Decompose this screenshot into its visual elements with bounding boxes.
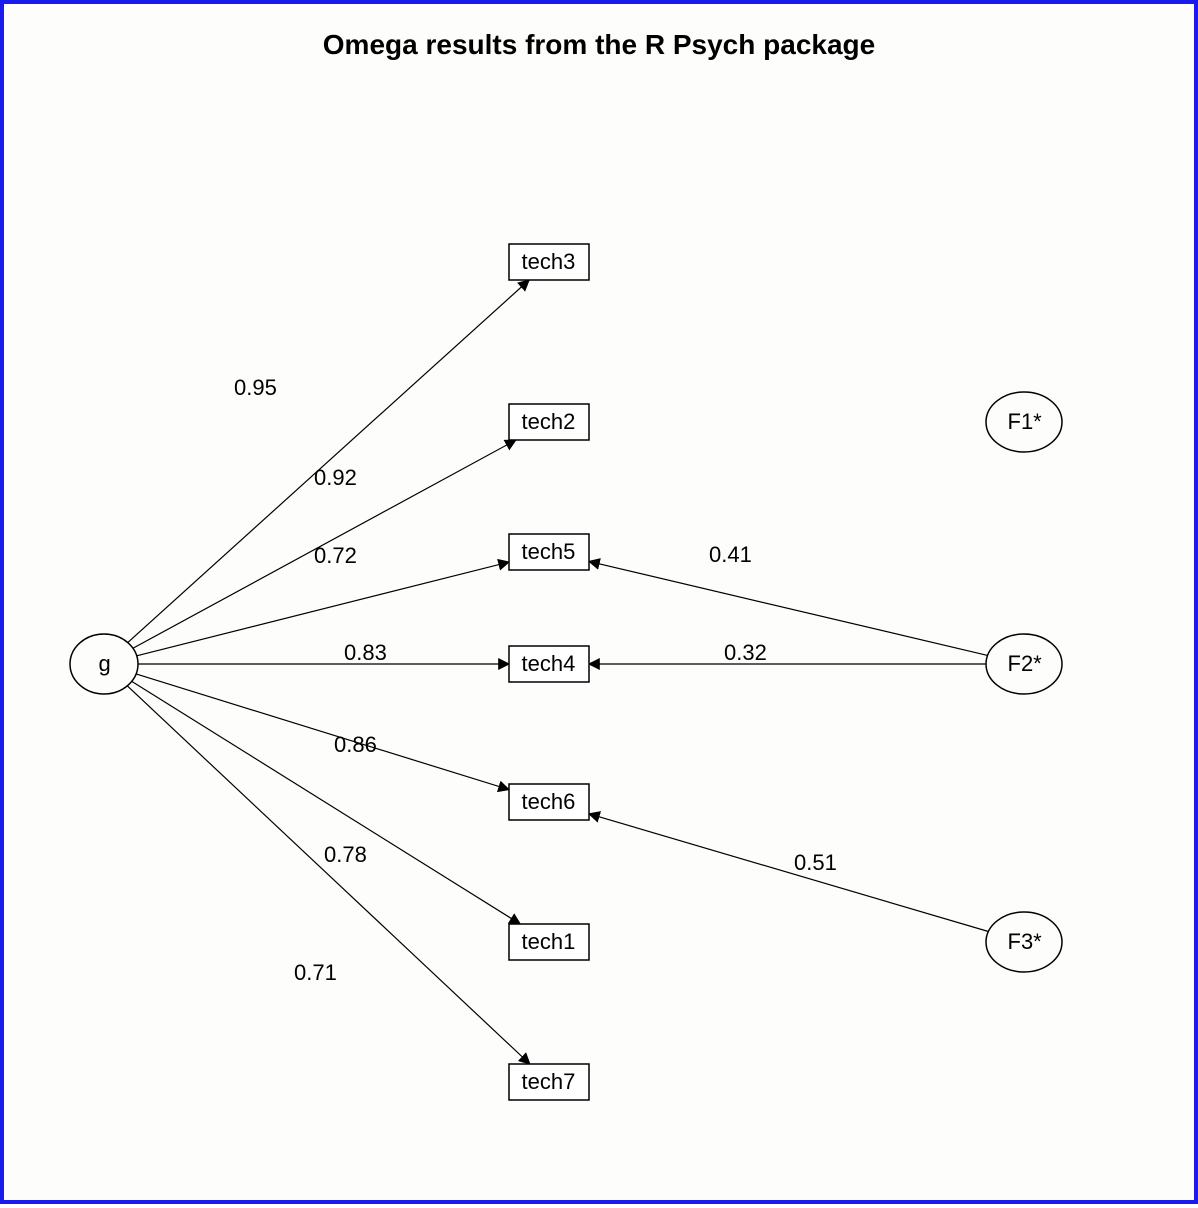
edge-F3-tech6 bbox=[589, 814, 988, 932]
node-label-tech5: tech5 bbox=[522, 539, 576, 564]
node-F1: F1* bbox=[986, 392, 1062, 452]
edge-label-g-tech5: 0.72 bbox=[314, 543, 357, 568]
node-label-g: g bbox=[99, 651, 111, 676]
node-label-tech3: tech3 bbox=[522, 249, 576, 274]
edge-g-tech6 bbox=[136, 674, 509, 790]
edge-g-tech7 bbox=[127, 686, 530, 1064]
edge-g-tech1 bbox=[132, 681, 520, 924]
edge-g-tech5 bbox=[137, 562, 509, 656]
edge-F2-tech5 bbox=[589, 561, 988, 655]
edge-label-g-tech2: 0.92 bbox=[314, 465, 357, 490]
node-label-F2: F2* bbox=[1008, 651, 1043, 676]
node-label-tech7: tech7 bbox=[522, 1069, 576, 1094]
node-label-F1: F1* bbox=[1008, 409, 1043, 434]
node-F2: F2* bbox=[986, 634, 1062, 694]
node-label-F3: F3* bbox=[1008, 929, 1043, 954]
edge-label-g-tech6: 0.86 bbox=[334, 732, 377, 757]
diagram-frame: Omega results from the R Psych package 0… bbox=[0, 0, 1198, 1204]
node-tech3: tech3 bbox=[509, 244, 589, 280]
node-F3: F3* bbox=[986, 912, 1062, 972]
node-tech5: tech5 bbox=[509, 534, 589, 570]
edge-label-F2-tech4: 0.32 bbox=[724, 640, 767, 665]
edge-label-F3-tech6: 0.51 bbox=[794, 850, 837, 875]
node-label-tech1: tech1 bbox=[522, 929, 576, 954]
node-tech7: tech7 bbox=[509, 1064, 589, 1100]
edge-label-g-tech7: 0.71 bbox=[294, 960, 337, 985]
edge-g-tech3 bbox=[128, 280, 529, 643]
node-label-tech2: tech2 bbox=[522, 409, 576, 434]
node-tech2: tech2 bbox=[509, 404, 589, 440]
node-tech4: tech4 bbox=[509, 646, 589, 682]
node-g: g bbox=[70, 634, 138, 694]
node-label-tech4: tech4 bbox=[522, 651, 576, 676]
edge-label-F2-tech5: 0.41 bbox=[709, 542, 752, 567]
node-label-tech6: tech6 bbox=[522, 789, 576, 814]
edge-label-g-tech4: 0.83 bbox=[344, 640, 387, 665]
node-tech1: tech1 bbox=[509, 924, 589, 960]
diagram-canvas: 0.95 0.92 0.72 0.83 0.86 0.78 0.71 0.41 0.32 0.51… bbox=[4, 4, 1198, 1208]
edge-label-g-tech1: 0.78 bbox=[324, 842, 367, 867]
node-tech6: tech6 bbox=[509, 784, 589, 820]
edge-label-g-tech3: 0.95 bbox=[234, 375, 277, 400]
